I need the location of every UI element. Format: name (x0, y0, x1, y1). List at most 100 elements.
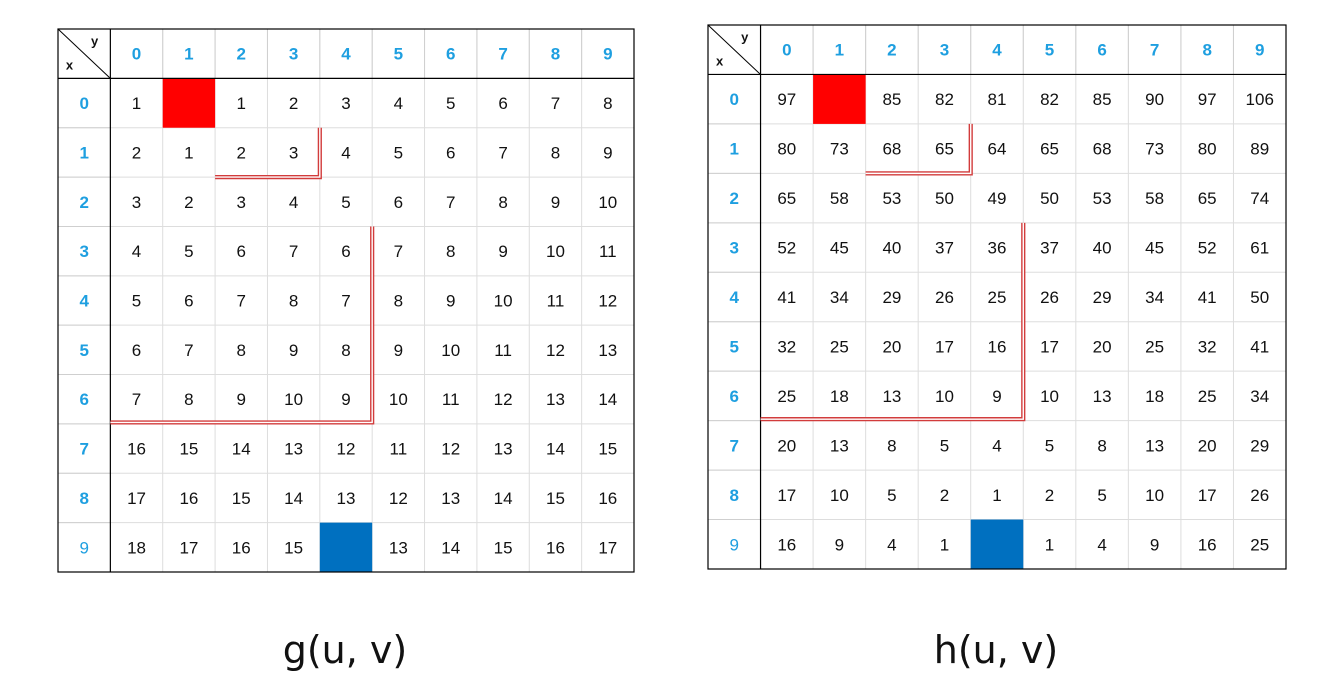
cell-value: 11 (599, 242, 617, 261)
table-border (707, 24, 1287, 570)
column-header: 3 (940, 41, 949, 60)
cell-value: 4 (341, 143, 350, 162)
column-header: 5 (1045, 41, 1054, 60)
cell-value: 26 (935, 288, 954, 307)
caption-g: g(u, v) (282, 628, 408, 672)
column-header: 4 (992, 41, 1002, 60)
row-header: 3 (730, 239, 739, 258)
cell-value: 6 (132, 341, 141, 360)
cell-value: 7 (289, 242, 298, 261)
cell-value: 11 (547, 292, 565, 311)
cell-value: 16 (179, 489, 198, 508)
cell-value: 8 (184, 390, 193, 409)
cell-value: 11 (390, 440, 408, 459)
corner-diagonal (707, 24, 761, 75)
cell-value: 73 (1145, 140, 1164, 159)
cell-value: 26 (1250, 486, 1269, 505)
cell-value: 7 (551, 94, 560, 113)
cell-value: 68 (882, 140, 901, 159)
cell-value: 45 (830, 239, 849, 258)
cell-value: 8 (289, 292, 298, 311)
cell-value: 2 (289, 94, 298, 113)
cell-value: 4 (394, 94, 403, 113)
cell-value: 85 (1093, 90, 1112, 109)
cell-value: 25 (1198, 387, 1217, 406)
cell-value: 2 (940, 486, 949, 505)
cell-value: 7 (498, 143, 507, 162)
cell-value: 5 (1045, 436, 1054, 455)
cell-value: 14 (494, 489, 513, 508)
row-header: 2 (730, 189, 739, 208)
table-background (58, 29, 634, 572)
cell-value: 20 (1198, 436, 1217, 455)
cell-value: 17 (1198, 486, 1217, 505)
cell-value: 14 (232, 440, 251, 459)
cell-value: 1 (1045, 535, 1054, 554)
cell-value: 2 (237, 143, 246, 162)
cell-value: 8 (394, 292, 403, 311)
start-cell (162, 78, 216, 128)
cell-value: 97 (777, 90, 796, 109)
cell-value: 2 (1045, 486, 1054, 505)
cell-value: 7 (184, 341, 193, 360)
column-header: 6 (446, 45, 455, 64)
cell-value: 8 (341, 341, 350, 360)
cell-value: 97 (1198, 90, 1217, 109)
cell-value: 9 (835, 535, 844, 554)
cell-value: 14 (441, 538, 460, 557)
column-header: 8 (1202, 41, 1211, 60)
boundary-line-inner (760, 222, 1024, 420)
cell-value: 7 (237, 292, 246, 311)
table-h: y x 0 1 2 3 4 5 6 7 8 9 0 1 2 3 4 5 6 7 8 9 97 85 82 81 82 85 90 97 10… (707, 24, 1287, 575)
cell-value: 37 (935, 239, 954, 258)
cell-value: 16 (546, 538, 565, 557)
cell-value: 15 (284, 538, 303, 557)
row-header: 9 (730, 535, 739, 554)
row-header: 8 (730, 486, 739, 505)
column-header: 2 (237, 45, 246, 64)
cell-value: 10 (441, 341, 460, 360)
column-header: 3 (289, 45, 298, 64)
cell-value: 13 (882, 387, 901, 406)
cell-value: 40 (882, 239, 901, 258)
cell-value: 3 (132, 193, 141, 212)
cell-value: 16 (777, 535, 796, 554)
cell-value: 50 (1250, 288, 1269, 307)
cell-value: 32 (1198, 337, 1217, 356)
cell-value: 8 (1097, 436, 1106, 455)
boundary-line-inner (110, 226, 373, 424)
boundary-line-inner (215, 127, 321, 178)
cell-value: 85 (882, 90, 901, 109)
row-header: 5 (730, 337, 739, 356)
row-header: 1 (730, 140, 739, 159)
cell-value: 1 (184, 143, 193, 162)
row-header: 3 (79, 242, 88, 261)
column-header: 7 (498, 45, 507, 64)
cell-value: 1 (237, 94, 246, 113)
cell-value: 16 (988, 337, 1007, 356)
cell-value: 5 (940, 436, 949, 455)
cell-value: 25 (777, 387, 796, 406)
cell-value: 25 (988, 288, 1007, 307)
column-header: 2 (887, 41, 896, 60)
cell-value: 10 (830, 486, 849, 505)
cell-value: 73 (830, 140, 849, 159)
cell-value: 61 (1250, 239, 1269, 258)
cell-value: 8 (887, 436, 896, 455)
cell-value: 5 (394, 143, 403, 162)
cell-value: 29 (1250, 436, 1269, 455)
cell-value: 32 (777, 337, 796, 356)
cell-value: 34 (830, 288, 849, 307)
cell-value: 20 (1093, 337, 1112, 356)
cell-value: 74 (1250, 189, 1269, 208)
cell-value: 10 (284, 390, 303, 409)
cell-value: 4 (289, 193, 298, 212)
cell-value: 65 (935, 140, 954, 159)
column-header: 8 (551, 45, 560, 64)
cell-value: 13 (546, 390, 565, 409)
cell-value: 53 (882, 189, 901, 208)
row-header: 5 (79, 341, 88, 360)
cell-value: 41 (777, 288, 796, 307)
